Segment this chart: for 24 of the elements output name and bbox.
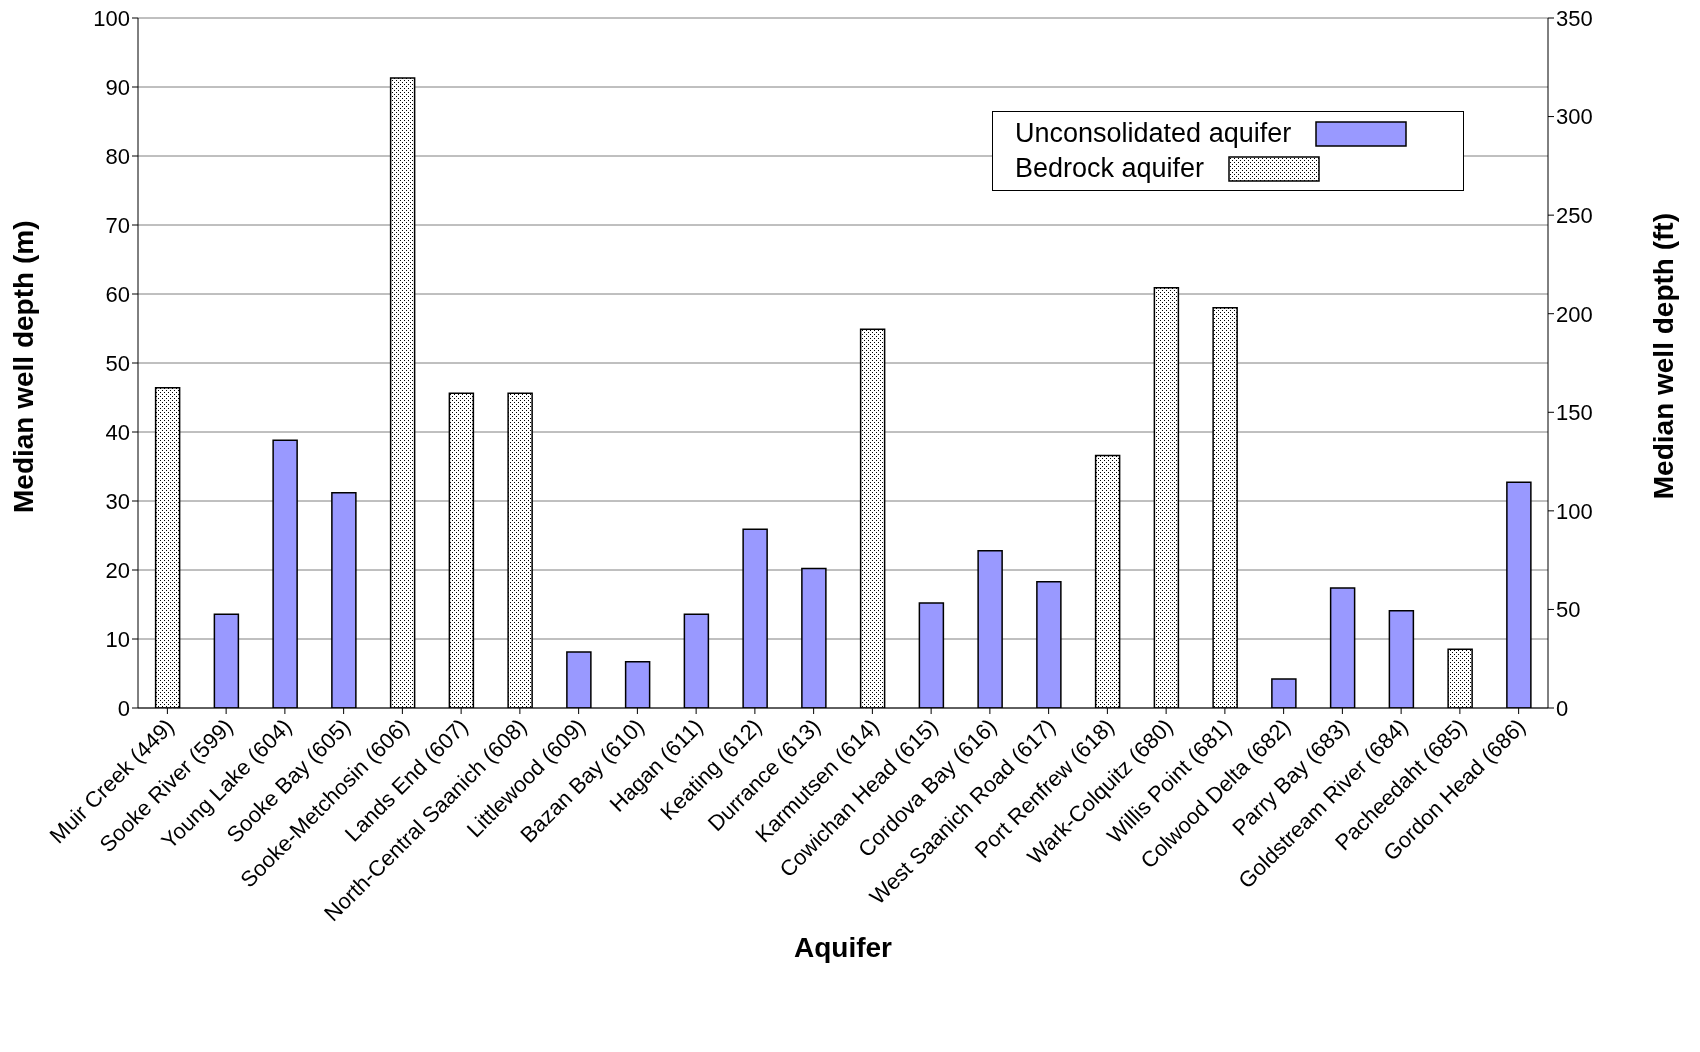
y2-tick-label: 300: [1556, 104, 1593, 130]
y-tick-label: 70: [105, 212, 130, 238]
y-tick-label: 80: [105, 143, 130, 169]
y2-tick-label: 50: [1556, 597, 1581, 623]
legend-label: Bedrock aquifer: [1015, 153, 1205, 184]
legend-label: Unconsolidated aquifer: [1015, 118, 1292, 149]
y-tick-label: 60: [105, 281, 130, 307]
y-tick-label: 50: [105, 350, 130, 376]
y2-tick-label: 350: [1556, 5, 1593, 31]
y-tick-label: 100: [93, 5, 130, 31]
y2-tick-label: 150: [1556, 400, 1593, 426]
x-axis-title: Aquifer: [794, 932, 893, 963]
y-tick-label: 0: [117, 695, 130, 721]
y2-tick-label: 100: [1556, 498, 1593, 524]
y-tick-label: 30: [105, 488, 130, 514]
y2-tick-label: 200: [1556, 301, 1593, 327]
y2-tick-label: 250: [1556, 202, 1593, 228]
y-tick-label: 10: [105, 626, 130, 652]
y-tick-label: 20: [105, 557, 130, 583]
y-axis-title: Median well depth (m): [7, 220, 39, 513]
y-tick-label: 40: [105, 419, 130, 445]
y2-axis-title: Median well depth (ft): [1647, 213, 1679, 500]
y-tick-label: 90: [105, 74, 130, 100]
y2-tick-label: 0: [1556, 695, 1569, 721]
